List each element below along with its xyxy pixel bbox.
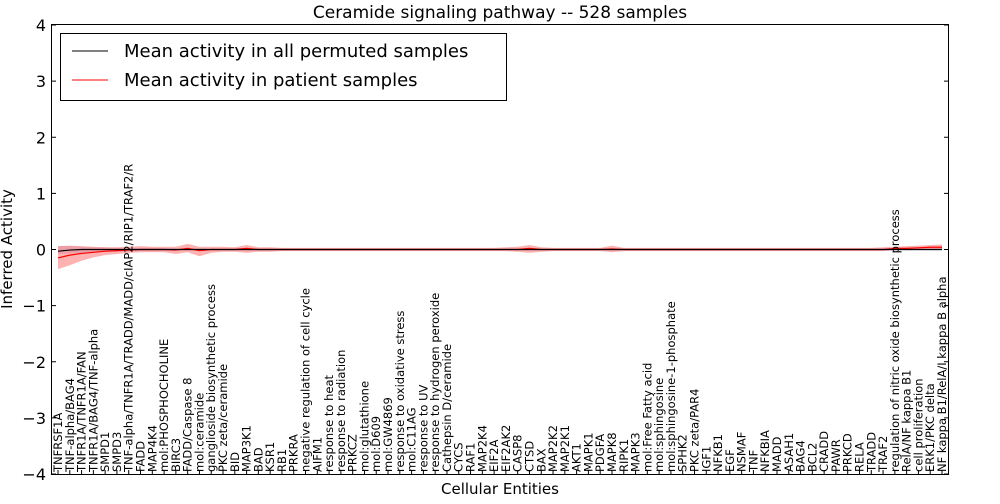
x-tick-label: TNFR1A/BAG4/TNF-alpha [86, 329, 100, 473]
x-tick-label: TRADD [864, 432, 878, 473]
x-tick-label: SMPD3 [110, 432, 124, 472]
x-tick-label: TNFR1A/TNFR1A/FAN [75, 351, 89, 473]
x-tick-label: MAP4K4 [145, 425, 159, 472]
legend-label-permuted: Mean activity in all permuted samples [124, 41, 468, 62]
x-tick-label: ASAH1 [782, 433, 796, 472]
x-tick-label: TRAF2 [876, 436, 890, 473]
x-tick-label: IGF1 [699, 446, 713, 472]
x-tick-label: MAP2K2 [546, 425, 560, 472]
x-tick-label: response to heat [322, 375, 336, 472]
x-tick-label: mol:Free Fatty acid [640, 363, 654, 472]
confidence-band-patient [58, 243, 942, 270]
x-tick-label: NFKB1 [711, 434, 725, 472]
y-tick-label: −3 [22, 409, 46, 428]
y-tick-label: 2 [36, 128, 46, 147]
x-tick-label: FADD [134, 441, 148, 472]
x-tick-label: CYCS [452, 442, 466, 472]
x-tick-label: MAPK3 [629, 432, 643, 472]
x-tick-label: mol:GW4869 [381, 397, 395, 472]
x-tick-label: mol:C11AG [405, 407, 419, 472]
x-tick-label: RelA/NF kappa B1 [900, 370, 914, 472]
x-tick-label: PKC zeta/PAR4 [688, 389, 702, 472]
x-tick-label: NF kappa B1/RelA/I kappa B alpha [935, 276, 949, 472]
x-axis-label: Cellular Entities [441, 480, 559, 498]
x-tick-label: response to radiation [334, 350, 348, 472]
x-tick-label: AIFM1 [310, 437, 324, 472]
x-tick-label: PAWR [829, 439, 843, 472]
x-tick-label: mol:D609 [369, 416, 383, 472]
y-tick-label: −1 [22, 297, 46, 316]
x-tick-label: SMPD1 [98, 432, 112, 472]
x-tick-label: cell proliferation [911, 378, 925, 472]
x-tick-label: SPHK2 [676, 434, 690, 472]
x-tick-label: regulation of nitric oxide biosynthetic … [888, 209, 902, 472]
x-tick-label: RIPK1 [617, 439, 631, 472]
x-tick-label: response to hydrogen peroxide [428, 293, 442, 472]
x-tick-label: EIF2AK2 [499, 425, 513, 472]
x-tick-label: MAPK8 [605, 432, 619, 472]
x-tick-label: Cathepsin D/ceramide [440, 344, 454, 472]
y-tick-label: −2 [22, 353, 46, 372]
chart-title: Ceramide signaling pathway -- 528 sample… [313, 3, 687, 23]
x-tick-label: BAD [251, 447, 265, 472]
x-tick-label: RB1 [275, 449, 289, 472]
x-tick-label: BAX [534, 448, 548, 472]
x-tick-label: negative regulation of cell cycle [299, 288, 313, 472]
x-tick-label: MADD [770, 436, 784, 472]
legend: Mean activity in all permuted samples Me… [60, 33, 507, 101]
x-tick-label: CASP8 [511, 435, 525, 472]
series-line-permuted [57, 248, 942, 252]
x-tick-label: CTSD [523, 441, 537, 472]
x-tick-label: mol:glutathione [358, 381, 372, 472]
x-tick-label: PRKCZ [346, 434, 360, 472]
x-tick-label: mol:ceramide [192, 393, 206, 472]
x-tick-label: TNF-alpha/BAG4 [63, 378, 77, 473]
x-tick-label: response to UV [416, 384, 430, 472]
x-tick-label: PRKRA [287, 434, 301, 472]
x-tick-label: MAPK1 [581, 432, 595, 472]
x-tick-label: FADD/Caspase 8 [181, 378, 195, 472]
y-tick-label: 3 [36, 72, 46, 91]
x-tick-label: EGF [723, 449, 737, 472]
x-tick-label: PRKCD [841, 433, 855, 472]
y-tick-label: 4 [36, 16, 46, 35]
x-tick-label: mol:sphingosine-1-phosphate [664, 301, 678, 472]
x-tick-label: NFKBIA [758, 430, 772, 472]
x-tick-label: RAF1 [464, 443, 478, 472]
plot-frame [51, 24, 949, 475]
x-tick-label: TNF-alpha/TNFR1A/TRADD/MADD/cIAP2/RIP1/T… [122, 164, 136, 473]
x-tick-label: mol:PHOSPHOCHOLINE [157, 339, 171, 472]
x-tick-label: RELA [853, 442, 867, 472]
x-tick-label: response to oxidative stress [393, 311, 407, 472]
x-tick-label: BID [228, 452, 242, 472]
x-tick-label: EIF2A [487, 439, 501, 472]
x-tick-label: AKT1 [570, 443, 584, 472]
x-tick-label: BCL2 [805, 443, 819, 472]
x-tick-label: ERK1/PKC delta [923, 383, 937, 472]
y-tick-label: 1 [36, 184, 46, 203]
legend-label-patient: Mean activity in patient samples [124, 70, 418, 91]
x-tick-label: MAP3K1 [240, 425, 254, 472]
x-tick-label: MAP2K1 [558, 425, 572, 472]
x-tick-label: NSMAF [735, 432, 749, 472]
x-tick-label: BAG4 [794, 440, 808, 472]
x-tick-label: PDGFA [593, 434, 607, 472]
x-tick-label: mol:sphingosine [652, 378, 666, 472]
x-tick-label: TNFRSF1A [51, 413, 65, 473]
x-tick-label: ganglioside biosynthetic process [204, 284, 218, 472]
x-tick-label: BIRC3 [169, 438, 183, 472]
x-tick-label: KSR1 [263, 442, 277, 472]
y-tick-label: −4 [22, 465, 46, 484]
x-tick-label: CRADD [817, 431, 831, 472]
y-tick-label: 0 [36, 241, 46, 260]
x-tick-label: TNF [746, 450, 760, 473]
y-axis-label: Inferred Activity [0, 189, 16, 309]
legend-frame [60, 33, 507, 101]
x-tick-label: PKC zeta/ceramide [216, 364, 230, 472]
x-tick-label: MAP2K4 [475, 425, 489, 472]
